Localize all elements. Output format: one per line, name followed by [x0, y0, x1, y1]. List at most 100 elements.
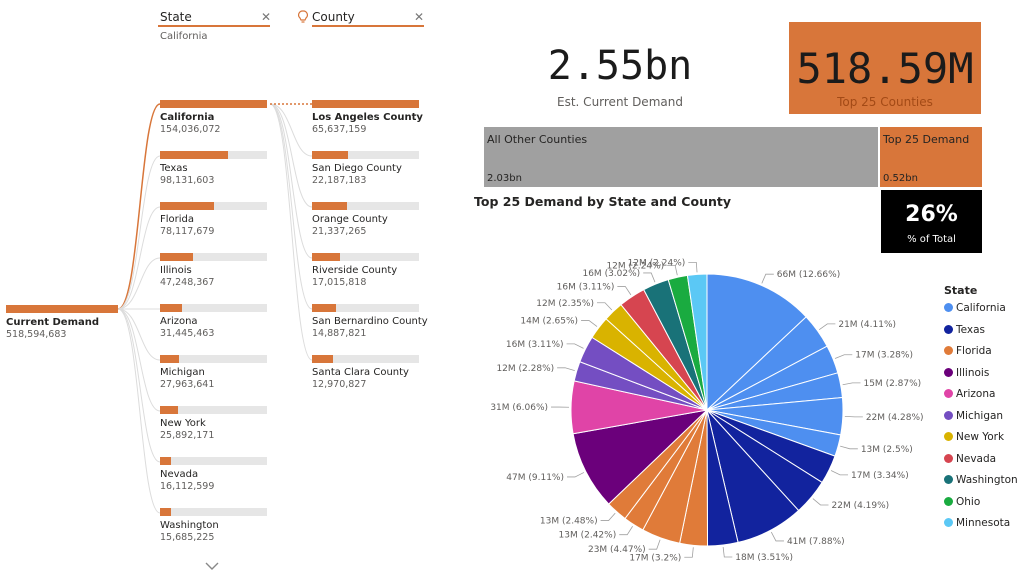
legend-item[interactable]: Arizona	[944, 388, 995, 400]
legend-item[interactable]: Washington	[944, 474, 1018, 486]
legend-swatch	[944, 346, 953, 355]
state-name: Illinois	[160, 265, 192, 276]
remove-county-level-icon[interactable]: ✕	[414, 10, 425, 24]
state-bar-track	[160, 508, 267, 516]
pie-leader-line	[840, 445, 858, 450]
county-value: 14,887,821	[312, 328, 367, 339]
pie-data-label: 18M (3.51%)	[735, 553, 793, 563]
pie-data-label: 17M (3.2%)	[629, 553, 681, 563]
legend-label: Ohio	[956, 495, 981, 508]
county-name: Riverside County	[312, 265, 398, 276]
state-level-header[interactable]: State	[160, 10, 192, 24]
pie-leader-line	[761, 273, 774, 284]
legend-label: California	[956, 302, 1006, 314]
pie-leader-line	[770, 531, 784, 542]
pie-data-label: 17M (3.28%)	[855, 351, 913, 361]
pie-data-label: 13M (2.42%)	[559, 531, 617, 541]
pie-leader-line	[581, 320, 598, 327]
legend-label: Minnesota	[956, 517, 1011, 529]
legend-swatch	[944, 303, 953, 312]
root-to-california-connector	[117, 103, 161, 310]
legend-label: Michigan	[956, 409, 1004, 422]
pie-slice[interactable]	[706, 273, 807, 412]
county-bar-track	[312, 304, 419, 312]
legend-item[interactable]: California	[944, 302, 1006, 314]
legend-swatch	[944, 367, 953, 377]
pie-data-label: 22M (4.19%)	[832, 501, 890, 511]
legend-item[interactable]: Ohio	[944, 496, 980, 508]
county-bar-fill	[312, 253, 340, 261]
pie-data-label: 16M (3.02%)	[582, 269, 640, 279]
pie-leader-line	[596, 302, 613, 311]
state-bar-track	[160, 304, 267, 312]
county-level-header[interactable]: County	[312, 10, 355, 24]
county-name: Los Angeles County	[312, 112, 423, 123]
pie-data-label: 21M (4.11%)	[838, 320, 896, 330]
pie-data-label: 23M (4.47%)	[588, 545, 646, 555]
state-bar-fill	[160, 202, 215, 210]
state-name: New York	[160, 418, 206, 429]
state-bar-track	[160, 151, 267, 159]
county-bar-track	[312, 151, 419, 159]
state-bar-fill	[160, 355, 180, 363]
state-value: 78,117,679	[160, 226, 215, 237]
pie-data-label: 47M (9.11%)	[506, 473, 564, 483]
tree-connectors	[117, 103, 313, 514]
pie-data-label: 12M (2.28%)	[496, 364, 554, 374]
remove-state-level-icon[interactable]: ✕	[261, 10, 272, 24]
pie-data-label: 22M (4.28%)	[866, 413, 924, 423]
pie-chart: 66M (12.66%) 21M (4.11%) 17M (3.28%) 15M (2…	[490, 258, 924, 563]
ai-split-bulb-icon	[298, 10, 308, 27]
county-value: 21,337,265	[312, 226, 367, 237]
pie-leader-line	[643, 272, 656, 283]
legend-label: Texas	[956, 323, 986, 336]
treemap-top25[interactable]: Top 25 Demand 0.52bn	[880, 127, 982, 187]
pie-data-label: 16M (3.11%)	[506, 340, 564, 350]
county-bar-fill	[312, 100, 419, 108]
legend-item[interactable]: Florida	[944, 345, 992, 357]
pie-leader-line	[818, 323, 836, 331]
legend-label: Illinois	[956, 366, 990, 379]
pie-data-label: 12M (2.24%)	[606, 261, 664, 271]
county-value: 17,015,818	[312, 277, 367, 288]
treemap-other-counties[interactable]: All Other Counties 2.03bn	[484, 127, 878, 187]
legend-item[interactable]: Illinois	[944, 367, 989, 379]
state-value: 98,131,603	[160, 175, 215, 186]
pie-leader-line	[567, 472, 585, 478]
legend-item[interactable]: New York	[944, 431, 1004, 443]
pie-leader-line	[834, 354, 853, 359]
legend-item[interactable]: Texas	[944, 324, 985, 336]
state-value: 154,036,072	[160, 124, 221, 135]
county-bar-fill	[312, 304, 337, 312]
pie-data-label: 66M (12.66%)	[777, 270, 840, 280]
state-bar-fill	[160, 457, 172, 465]
pie-slice[interactable]	[686, 273, 708, 411]
treemap-other-value: 2.03bn	[487, 173, 522, 184]
legend-swatch	[944, 410, 953, 420]
legend-item[interactable]: Minnesota	[944, 517, 1010, 529]
state-name: Arizona	[160, 316, 198, 327]
county-bar-fill	[312, 355, 334, 363]
county-value: 22,187,183	[312, 175, 367, 186]
pie-data-label: 12M (2.35%)	[536, 299, 594, 309]
state-bar-fill	[160, 100, 267, 108]
legend-swatch	[944, 496, 953, 506]
pie-data-label: 13M (2.48%)	[540, 517, 598, 527]
legend-item[interactable]: Michigan	[944, 410, 1003, 422]
legend-swatch	[944, 389, 953, 398]
pie-leader-line	[842, 382, 861, 386]
county-header-underline	[312, 25, 424, 27]
pie-slice[interactable]	[572, 409, 709, 505]
top25-value: 518.59M	[796, 44, 974, 93]
county-name: Orange County	[312, 214, 388, 225]
state-value: 16,112,599	[160, 481, 215, 492]
scroll-down-chevron-icon[interactable]	[205, 556, 219, 575]
state-value: 27,963,641	[160, 379, 215, 390]
treemap-other-label: All Other Counties	[487, 133, 588, 146]
state-bar-fill	[160, 508, 171, 516]
county-bar-fill	[312, 151, 349, 159]
county-bar-track	[312, 253, 419, 261]
legend-item[interactable]: Nevada	[944, 453, 996, 465]
pie-leader-line	[667, 265, 678, 276]
pct-total-card: 26% % of Total	[881, 190, 982, 253]
